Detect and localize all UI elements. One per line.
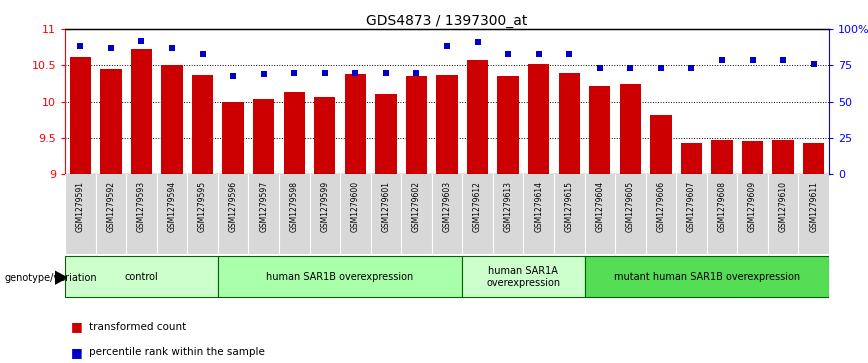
- Bar: [773, 140, 794, 174]
- Bar: [463, 256, 584, 297]
- Text: GSM1279593: GSM1279593: [137, 181, 146, 232]
- Text: GSM1279592: GSM1279592: [107, 181, 115, 232]
- Point: [654, 65, 667, 71]
- Point: [562, 51, 576, 57]
- Bar: [222, 102, 244, 174]
- Text: ■: ■: [71, 320, 83, 333]
- Text: GSM1279597: GSM1279597: [260, 181, 268, 232]
- Text: GSM1279603: GSM1279603: [443, 181, 451, 232]
- Bar: [681, 143, 702, 174]
- Point: [593, 65, 607, 71]
- Bar: [65, 256, 218, 297]
- Point: [685, 65, 699, 71]
- Bar: [437, 75, 457, 174]
- Bar: [69, 57, 91, 174]
- Point: [257, 71, 271, 77]
- Title: GDS4873 / 1397300_at: GDS4873 / 1397300_at: [366, 14, 528, 28]
- Point: [287, 70, 301, 76]
- Text: GSM1279610: GSM1279610: [779, 181, 787, 232]
- Bar: [192, 75, 214, 174]
- Text: GSM1279612: GSM1279612: [473, 181, 482, 232]
- Point: [165, 45, 179, 51]
- Point: [532, 51, 546, 57]
- Text: GSM1279601: GSM1279601: [381, 181, 391, 232]
- Text: GSM1279605: GSM1279605: [626, 181, 635, 232]
- Text: genotype/variation: genotype/variation: [4, 273, 97, 283]
- Bar: [528, 64, 549, 174]
- Bar: [375, 94, 397, 174]
- Text: GSM1279614: GSM1279614: [534, 181, 543, 232]
- Bar: [497, 76, 519, 174]
- Point: [501, 51, 515, 57]
- Text: GSM1279607: GSM1279607: [687, 181, 696, 232]
- Point: [195, 51, 209, 57]
- Bar: [589, 86, 610, 174]
- Point: [623, 65, 637, 71]
- Point: [410, 70, 424, 76]
- Point: [74, 44, 88, 49]
- Text: GSM1279599: GSM1279599: [320, 181, 329, 232]
- Text: GSM1279595: GSM1279595: [198, 181, 207, 232]
- Text: GSM1279596: GSM1279596: [228, 181, 238, 232]
- Text: GSM1279606: GSM1279606: [656, 181, 666, 232]
- Text: GSM1279615: GSM1279615: [565, 181, 574, 232]
- Bar: [345, 74, 366, 174]
- Point: [715, 57, 729, 62]
- Text: mutant human SAR1B overexpression: mutant human SAR1B overexpression: [614, 272, 799, 282]
- Text: GSM1279604: GSM1279604: [595, 181, 604, 232]
- Text: GSM1279609: GSM1279609: [748, 181, 757, 232]
- Bar: [131, 49, 152, 174]
- Point: [440, 44, 454, 49]
- Text: GSM1279602: GSM1279602: [412, 181, 421, 232]
- Bar: [100, 69, 122, 174]
- Text: GSM1279611: GSM1279611: [809, 181, 819, 232]
- Point: [379, 70, 393, 76]
- Text: control: control: [125, 272, 158, 282]
- Bar: [161, 65, 183, 174]
- Bar: [284, 92, 305, 174]
- Text: GSM1279598: GSM1279598: [290, 181, 299, 232]
- Text: GSM1279594: GSM1279594: [168, 181, 176, 232]
- Polygon shape: [55, 271, 67, 284]
- Point: [746, 57, 760, 62]
- Text: human SAR1B overexpression: human SAR1B overexpression: [266, 272, 414, 282]
- Bar: [584, 256, 829, 297]
- Bar: [558, 73, 580, 174]
- Point: [806, 61, 820, 67]
- Text: GSM1279591: GSM1279591: [76, 181, 85, 232]
- Bar: [742, 141, 763, 174]
- Text: percentile rank within the sample: percentile rank within the sample: [89, 347, 266, 357]
- Bar: [405, 76, 427, 174]
- Bar: [650, 115, 672, 174]
- Bar: [803, 143, 825, 174]
- Bar: [253, 99, 274, 174]
- Point: [135, 38, 148, 44]
- Point: [470, 39, 484, 45]
- Text: human SAR1A
overexpression: human SAR1A overexpression: [486, 266, 561, 287]
- Bar: [620, 84, 641, 174]
- Bar: [314, 97, 336, 174]
- Text: GSM1279600: GSM1279600: [351, 181, 360, 232]
- Text: GSM1279613: GSM1279613: [503, 181, 513, 232]
- Text: ■: ■: [71, 346, 83, 359]
- Point: [318, 70, 332, 76]
- Point: [104, 45, 118, 51]
- Bar: [711, 140, 733, 174]
- Bar: [218, 256, 463, 297]
- Text: transformed count: transformed count: [89, 322, 187, 332]
- Bar: [467, 60, 489, 174]
- Point: [348, 70, 362, 76]
- Point: [776, 57, 790, 62]
- Point: [227, 73, 240, 78]
- Text: GSM1279608: GSM1279608: [718, 181, 727, 232]
